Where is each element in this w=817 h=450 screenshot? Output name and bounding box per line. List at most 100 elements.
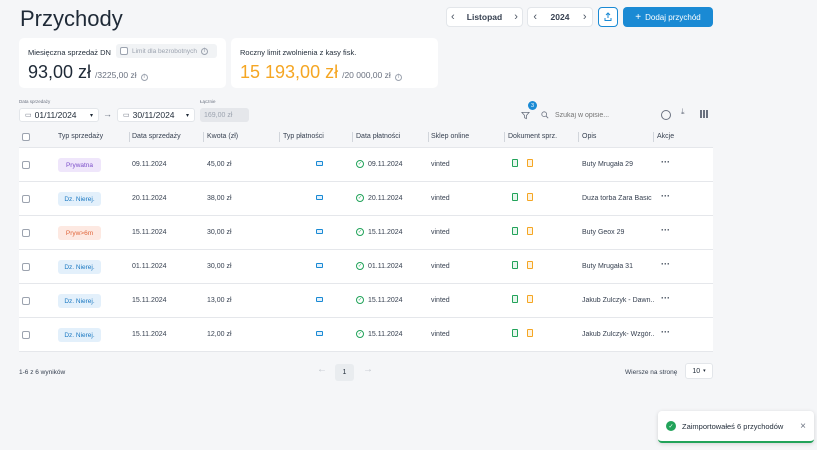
receipt-document-icon[interactable] — [527, 329, 533, 337]
calendar-icon: ▭ — [123, 112, 130, 119]
more-actions-icon[interactable]: ··· — [661, 157, 670, 167]
check-circle-icon: ✓ — [356, 296, 364, 304]
invoice-document-icon[interactable] — [512, 227, 518, 235]
column-header: Akcje — [657, 133, 675, 140]
eye-icon[interactable] — [661, 110, 671, 120]
payment-date: ✓ 20.11.2024 — [356, 194, 403, 202]
next-month-button[interactable]: › — [514, 11, 518, 23]
sum-value: 169,00 zł — [200, 108, 249, 122]
check-circle-icon: ✓ — [356, 228, 364, 236]
column-header[interactable]: Typ sprzedaży — [58, 133, 104, 140]
check-circle-icon: ✓ — [356, 160, 364, 168]
yearly-limit-max: /20 000,00 zł — [342, 70, 391, 80]
chevron-down-icon: ▾ — [185, 112, 189, 119]
amount: 30,00 zł — [207, 263, 232, 270]
prev-month-button[interactable]: ‹ — [451, 11, 455, 23]
export-button[interactable] — [598, 7, 618, 27]
column-header[interactable]: Typ płatności — [283, 133, 324, 140]
sale-type-badge: Prywatna — [58, 158, 101, 172]
page-button-current[interactable]: 1 — [335, 364, 354, 381]
receipt-document-icon[interactable] — [527, 261, 533, 269]
yearly-limit-values: 15 193,00 zł /20 000,00 zł i — [240, 62, 402, 83]
row-checkbox[interactable] — [22, 331, 30, 339]
online-shop: vinted — [431, 263, 450, 270]
card-payment-icon — [316, 331, 323, 336]
close-icon[interactable]: × — [800, 420, 806, 432]
prev-page-button[interactable]: ← — [317, 364, 327, 375]
column-header[interactable]: Kwota (zł) — [207, 133, 239, 140]
columns-icon[interactable] — [700, 110, 708, 118]
payment-date-value: 15.11.2024 — [368, 228, 403, 236]
date-from-picker[interactable]: ▭ 01/11/2024 ▾ — [19, 108, 99, 122]
info-icon: i — [394, 73, 402, 81]
more-actions-icon[interactable]: ··· — [661, 293, 670, 303]
column-header[interactable]: Dokument sprz. — [508, 133, 558, 140]
column-header[interactable]: Sklep online — [431, 133, 470, 140]
payment-date-value: 01.11.2024 — [368, 262, 403, 270]
monthly-sales-value: 93,00 zł — [28, 62, 92, 82]
search-input[interactable] — [555, 111, 650, 119]
receipt-document-icon[interactable] — [527, 227, 533, 235]
monthly-sales-card: Miesięczna sprzedaż DN Limit dla bezrobo… — [19, 38, 226, 88]
column-header[interactable]: Opis — [582, 133, 597, 140]
payment-date-value: 15.11.2024 — [368, 330, 403, 338]
invoice-document-icon[interactable] — [512, 261, 518, 269]
next-year-button[interactable]: › — [582, 11, 587, 23]
row-checkbox[interactable] — [22, 297, 30, 305]
results-summary: 1-6 z 6 wyników — [19, 369, 66, 376]
card-payment-icon — [316, 229, 323, 234]
yearly-limit-card: Roczny limit zwolnienia z kasy fisk. 15 … — [231, 38, 438, 88]
invoice-document-icon[interactable] — [512, 193, 518, 201]
unemployed-limit-checkbox[interactable] — [120, 47, 128, 55]
invoice-document-icon[interactable] — [512, 295, 518, 303]
receipt-document-icon[interactable] — [527, 295, 533, 303]
invoice-document-icon[interactable] — [512, 329, 518, 337]
chevron-down-icon: ▾ — [703, 368, 706, 374]
more-actions-icon[interactable]: ··· — [661, 259, 670, 269]
chevron-down-icon: ▾ — [89, 112, 93, 119]
rows-per-page-label: Wiersze na stronę — [625, 369, 678, 376]
search-box[interactable] — [541, 108, 651, 122]
table-row[interactable]: Dz. Nierej. 15.11.2024 13,00 zł ✓ 15.11.2024… — [19, 284, 713, 318]
sale-date: 01.11.2024 — [132, 263, 167, 270]
table-row[interactable]: Dz. Nierej. 20.11.2024 38,00 zł ✓ 20.11.2024… — [19, 182, 713, 216]
more-actions-icon[interactable]: ··· — [661, 327, 670, 337]
table-row[interactable]: Dz. Nierej. 01.11.2024 30,00 zł ✓ 01.11.2024… — [19, 250, 713, 284]
column-header[interactable]: Data płatności — [356, 133, 401, 140]
card-payment-icon — [316, 263, 323, 268]
select-all-checkbox[interactable] — [22, 133, 30, 141]
invoice-document-icon[interactable] — [512, 159, 518, 167]
toast-message: Zaimportowałeś 6 przychodów — [682, 421, 784, 431]
info-icon: i — [140, 73, 148, 81]
more-actions-icon[interactable]: ··· — [661, 191, 670, 201]
receipt-document-icon[interactable] — [527, 159, 533, 167]
rows-per-page-select[interactable]: 10 ▾ — [685, 363, 713, 379]
row-checkbox[interactable] — [22, 263, 30, 271]
description: Jakub Żulczyk- Wzgór... — [582, 331, 654, 338]
table-row[interactable]: Pryw>6m 15.11.2024 30,00 zł ✓ 15.11.2024 vint… — [19, 216, 713, 250]
sale-date: 15.11.2024 — [132, 229, 167, 236]
column-header[interactable]: Data sprzedaży — [132, 133, 181, 140]
prev-year-button[interactable]: ‹ — [533, 11, 538, 23]
unemployed-limit-toggle[interactable]: Limit dla bezrobotnych i — [116, 44, 217, 58]
row-checkbox[interactable] — [22, 195, 30, 203]
payment-date-value: 09.11.2024 — [368, 160, 403, 168]
more-actions-icon[interactable]: ··· — [661, 225, 670, 235]
receipt-document-icon[interactable] — [527, 193, 533, 201]
add-income-label: Dodaj przychód — [645, 12, 701, 22]
add-income-button[interactable]: + Dodaj przychód — [623, 7, 713, 27]
sale-type-badge: Dz. Nierej. — [58, 328, 101, 342]
payment-date: ✓ 15.11.2024 — [356, 228, 403, 236]
sale-date: 15.11.2024 — [132, 297, 167, 304]
download-icon[interactable]: ⤓ — [681, 107, 685, 116]
row-checkbox[interactable] — [22, 229, 30, 237]
date-to-picker[interactable]: ▭ 30/11/2024 ▾ — [117, 108, 195, 122]
next-page-button[interactable]: → — [363, 364, 373, 375]
amount: 30,00 zł — [207, 229, 232, 236]
income-table: Typ sprzedaży Data sprzedaży Kwota (zł) … — [19, 126, 713, 352]
payment-date: ✓ 15.11.2024 — [356, 296, 403, 304]
row-checkbox[interactable] — [22, 161, 30, 169]
filter-button[interactable]: 3 — [518, 101, 537, 122]
table-row[interactable]: Dz. Nierej. 15.11.2024 12,00 zł ✓ 15.11.2024… — [19, 318, 713, 352]
table-row[interactable]: Prywatna 09.11.2024 45,00 zł ✓ 09.11.2024 vin… — [19, 148, 713, 182]
